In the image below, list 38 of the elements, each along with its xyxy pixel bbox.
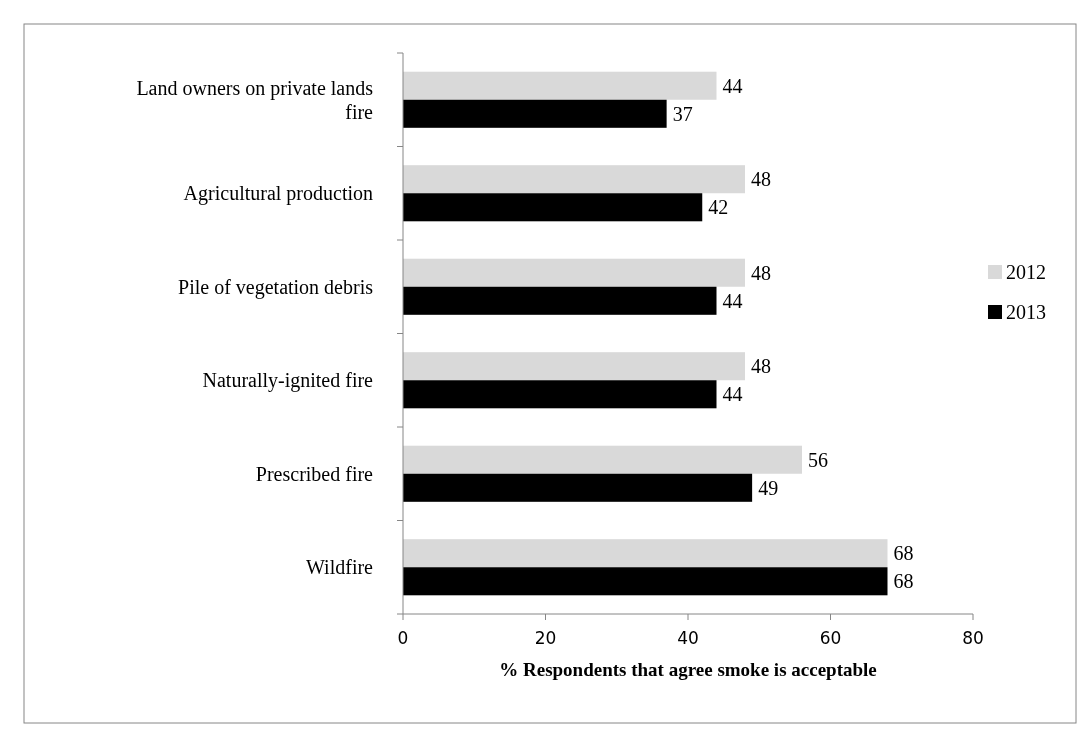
bar — [403, 445, 802, 474]
bar — [403, 567, 888, 596]
data-label: 42 — [708, 196, 729, 219]
data-label: 48 — [751, 355, 771, 378]
bar — [403, 380, 717, 409]
data-label: 56 — [808, 448, 828, 471]
bar — [403, 165, 745, 194]
x-tick-label: 60 — [819, 628, 842, 648]
legend-label: 2012 — [1006, 261, 1046, 283]
data-label: 44 — [722, 74, 743, 97]
y-tick-label: Prescribed fire — [255, 462, 374, 485]
y-tick-label: Pile of vegetation debris — [178, 275, 374, 299]
data-label: 68 — [893, 542, 914, 565]
y-tick-label: Agricultural production — [183, 182, 373, 206]
x-tick-label: 0 — [397, 628, 409, 648]
x-tick-label: 40 — [677, 628, 699, 648]
data-label: 48 — [751, 168, 771, 191]
y-tick-label: Wildfire — [306, 556, 374, 579]
legend-label: 2013 — [1006, 301, 1046, 323]
x-tick-label: 80 — [962, 628, 984, 648]
y-tick-label: Naturally-ignited fire — [202, 369, 374, 393]
bar — [403, 258, 745, 287]
data-label: 44 — [722, 289, 743, 312]
data-label: 37 — [672, 102, 693, 125]
data-label: 68 — [893, 570, 914, 593]
bar — [403, 286, 717, 315]
bar — [403, 473, 753, 502]
bar — [403, 71, 717, 100]
bar — [403, 99, 667, 128]
bar — [403, 352, 745, 381]
x-axis-title: % Respondents that agree smoke is acceptable — [499, 659, 877, 680]
bar — [403, 193, 703, 222]
data-label: 48 — [751, 261, 771, 284]
y-tick-label: Land owners on private lands fire — [136, 76, 374, 123]
data-label: 49 — [758, 476, 779, 499]
x-tick-label: 20 — [534, 628, 557, 648]
data-label: 44 — [722, 383, 743, 406]
bar — [403, 539, 888, 568]
